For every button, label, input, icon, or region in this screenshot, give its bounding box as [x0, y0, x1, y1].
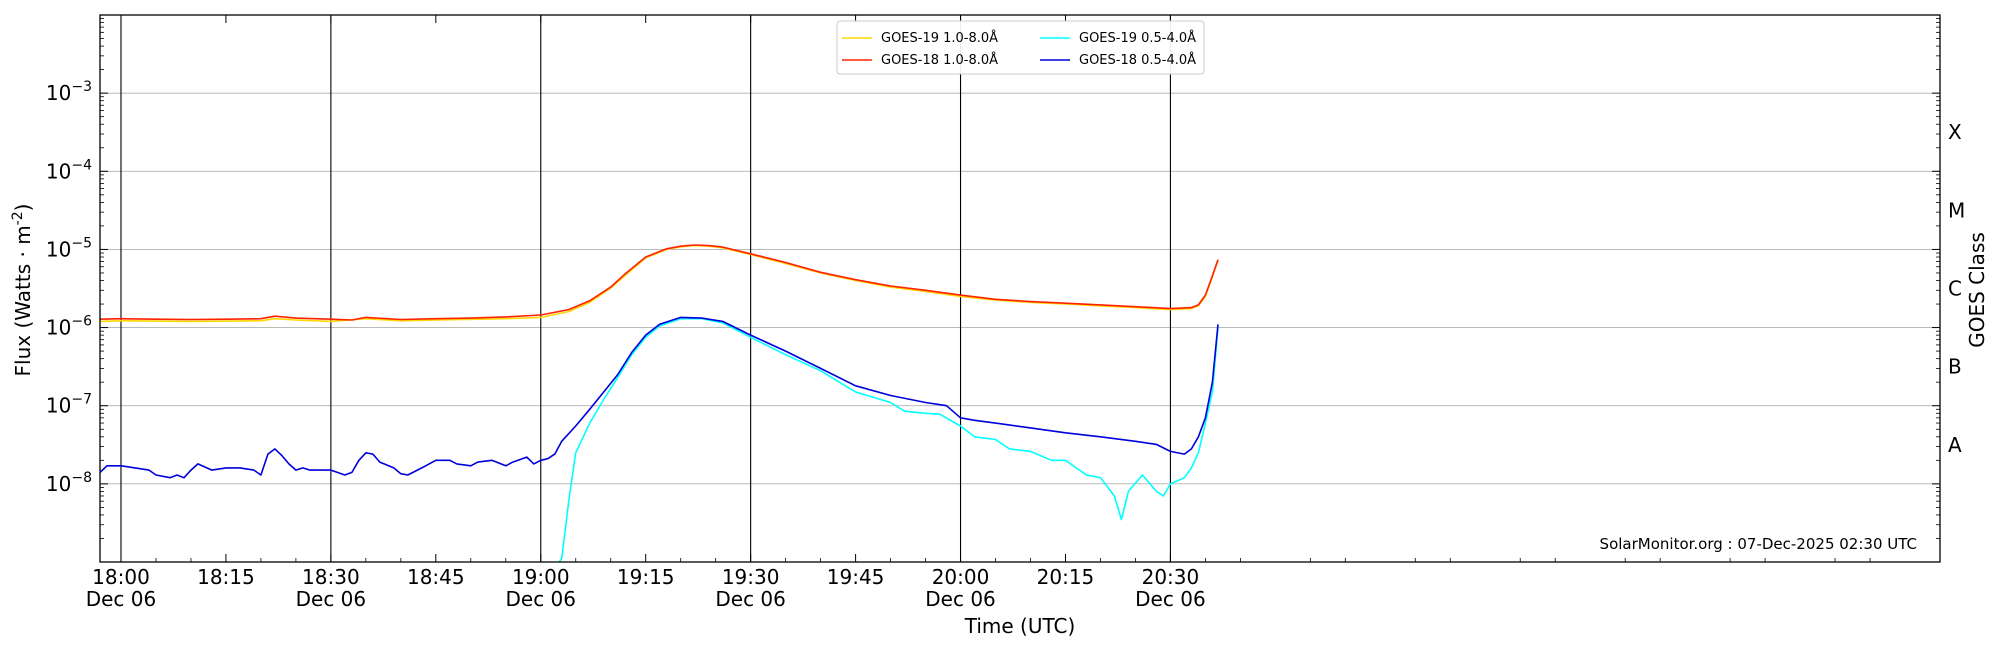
goes-class-labels: A B C M X	[1948, 120, 1965, 457]
y-tick-label: 10−6	[46, 314, 92, 340]
y-tick-label: 10−7	[46, 392, 92, 418]
y-tick-label: 10−3	[46, 79, 92, 105]
y-tick-label: 10−5	[46, 235, 92, 261]
y-tick-label: 10−8	[46, 470, 92, 496]
y-tick-label-base: 10	[46, 472, 71, 496]
goes-class-axis-label: GOES Class	[1965, 232, 1989, 348]
x-tick-label-time: 20:15	[1037, 565, 1095, 589]
y-tick-label-exponent: −8	[71, 470, 92, 486]
x-tick-label-date: Dec 06	[506, 587, 577, 611]
goes-class-B: B	[1948, 355, 1962, 379]
x-tick-label-time: 18:45	[407, 565, 465, 589]
series-line-0	[100, 244, 1219, 323]
x-tick-label-time: 18:00	[92, 565, 150, 589]
x-tick-label-time: 20:30	[1142, 565, 1200, 589]
y-tick-label-exponent: −4	[71, 157, 92, 173]
y-tick-label-base: 10	[46, 394, 71, 418]
x-tick-label-date: Dec 06	[296, 587, 367, 611]
y-axis-label: Flux (Watts · m-2)	[10, 204, 35, 377]
goes-class-A: A	[1948, 433, 1962, 457]
y-axis-ticks: 10−810−710−610−510−410−3	[46, 18, 1940, 539]
y-axis-label-main: Flux (Watts · m	[11, 225, 35, 376]
y-axis-label-exponent: -2	[10, 211, 26, 225]
x-axis-label: Time (UTC)	[964, 614, 1076, 638]
x-tick-label-time: 18:30	[302, 565, 360, 589]
grid-lines	[100, 14, 1940, 485]
credit-text: SolarMonitor.org : 07-Dec-2025 02:30 UTC	[1600, 535, 1917, 553]
x-tick-label-date: Dec 06	[1135, 587, 1206, 611]
series-line-3	[100, 316, 1219, 479]
y-tick-label-exponent: −6	[71, 314, 92, 330]
y-tick-label-base: 10	[46, 316, 71, 340]
y-tick-label-base: 10	[46, 237, 71, 261]
y-axis-label-close: )	[11, 204, 35, 212]
legend-box	[836, 20, 1205, 75]
y-tick-label-exponent: −3	[71, 79, 92, 95]
x-tick-label-time: 19:30	[722, 565, 780, 589]
goes-class-C: C	[1948, 277, 1962, 301]
x-tick-label-time: 18:15	[197, 565, 255, 589]
legend: GOES-19 1.0-8.0Å GOES-18 1.0-8.0Å GOES-1…	[836, 20, 1205, 75]
x-tick-label-date: Dec 06	[715, 587, 786, 611]
series-line-2	[558, 317, 1219, 562]
goes-class-M: M	[1948, 198, 1965, 222]
y-tick-label-base: 10	[46, 159, 71, 183]
x-tick-label-time: 19:00	[512, 565, 570, 589]
x-tick-label-time: 19:45	[827, 565, 885, 589]
goes-class-X: X	[1948, 120, 1962, 144]
legend-label-goes19-short: GOES-19 0.5-4.0Å	[1079, 30, 1196, 46]
legend-label-goes18-long: GOES-18 1.0-8.0Å	[881, 52, 998, 68]
y-tick-label-exponent: −5	[71, 235, 92, 251]
x-tick-label-date: Dec 06	[925, 587, 996, 611]
day-time-markers	[120, 15, 1171, 562]
legend-label-goes19-long: GOES-19 1.0-8.0Å	[881, 30, 998, 46]
y-tick-label-exponent: −7	[71, 392, 92, 408]
series-line-1	[100, 244, 1219, 321]
x-tick-label-date: Dec 06	[86, 587, 157, 611]
y-tick-label-base: 10	[46, 81, 71, 105]
y-tick-label: 10−4	[46, 157, 92, 183]
legend-label-goes18-short: GOES-18 0.5-4.0Å	[1079, 52, 1196, 68]
plot-frame	[99, 14, 1941, 563]
x-tick-label-time: 20:00	[932, 565, 990, 589]
x-tick-label-time: 19:15	[617, 565, 675, 589]
series-lines	[100, 244, 1219, 562]
